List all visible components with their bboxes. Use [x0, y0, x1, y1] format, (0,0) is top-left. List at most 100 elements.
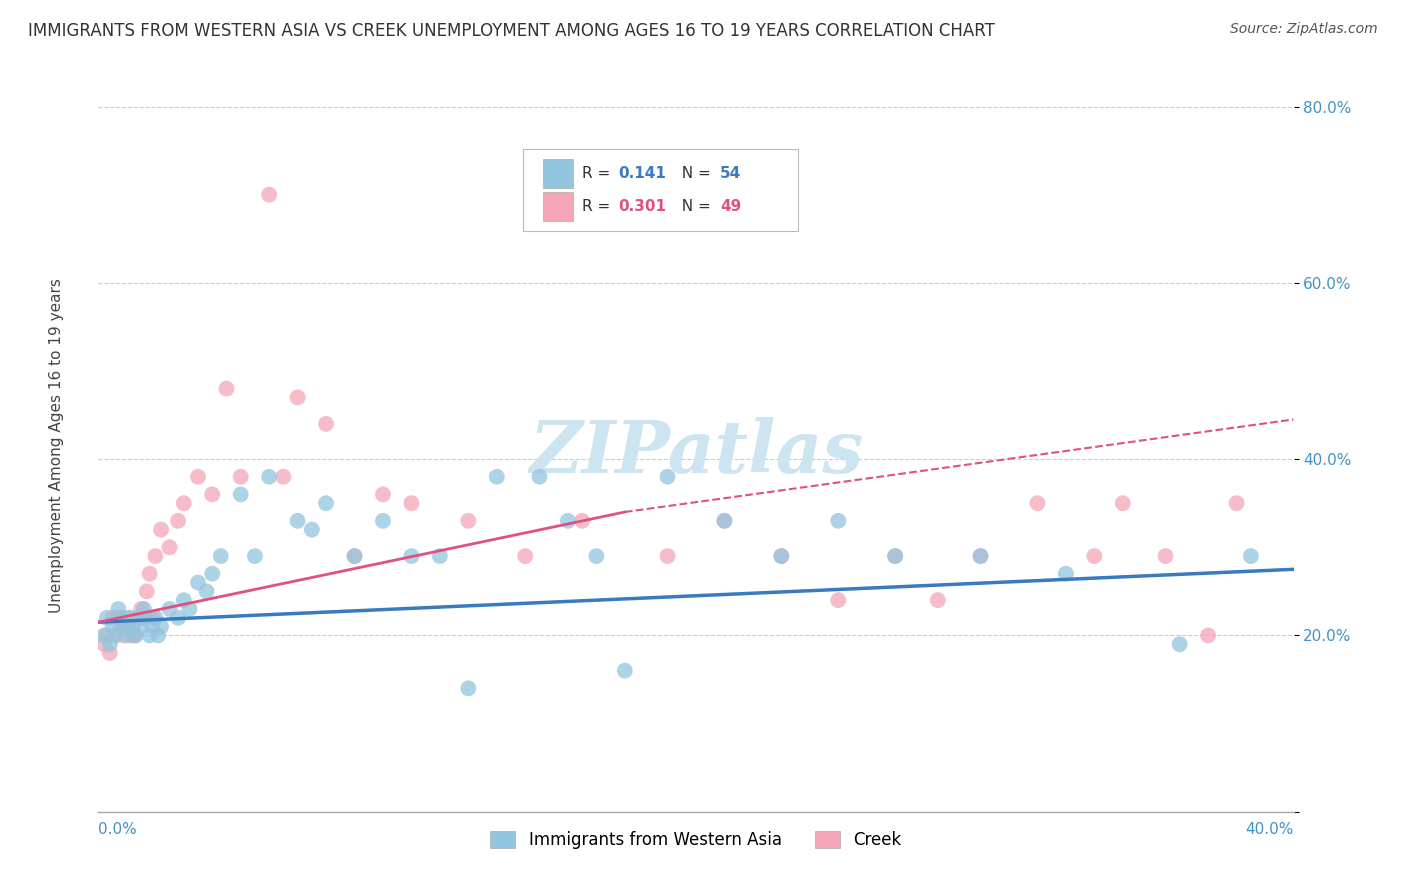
Point — [110, 619, 132, 633]
Point — [315, 496, 337, 510]
Point — [485, 469, 508, 483]
Point — [135, 584, 157, 599]
Point — [173, 593, 195, 607]
Point — [107, 611, 129, 625]
Text: Source: ZipAtlas.com: Source: ZipAtlas.com — [1230, 22, 1378, 37]
Point — [301, 523, 323, 537]
Point — [132, 602, 155, 616]
Point — [187, 469, 209, 483]
Point — [159, 541, 181, 555]
Point — [101, 611, 124, 625]
Point — [141, 611, 163, 625]
Point — [167, 611, 190, 625]
Point — [827, 514, 849, 528]
Point — [138, 628, 160, 642]
Point — [143, 611, 166, 625]
Point — [287, 391, 309, 405]
Legend: Immigrants from Western Asia, Creek: Immigrants from Western Asia, Creek — [484, 824, 908, 855]
Text: 49: 49 — [720, 199, 741, 214]
Point — [115, 628, 138, 642]
Point — [93, 628, 115, 642]
Point — [713, 514, 735, 528]
Point — [713, 514, 735, 528]
Point — [135, 611, 157, 625]
Point — [98, 646, 121, 660]
Point — [770, 549, 793, 563]
Point — [1026, 496, 1049, 510]
Text: 0.141: 0.141 — [619, 166, 666, 181]
Point — [118, 611, 141, 625]
Point — [115, 619, 138, 633]
Point — [118, 611, 141, 625]
Point — [101, 619, 124, 633]
Point — [315, 417, 337, 431]
Point — [127, 611, 149, 625]
Point — [287, 514, 309, 528]
Point — [173, 496, 195, 510]
Text: 0.301: 0.301 — [619, 199, 666, 214]
Point — [585, 549, 607, 563]
Point — [969, 549, 991, 563]
Point — [195, 584, 218, 599]
Point — [1154, 549, 1177, 563]
Point — [112, 628, 135, 642]
Text: N =: N = — [672, 199, 716, 214]
Point — [429, 549, 451, 563]
Point — [229, 487, 252, 501]
Point — [827, 593, 849, 607]
Point — [515, 549, 537, 563]
FancyBboxPatch shape — [543, 192, 572, 220]
Point — [187, 575, 209, 590]
Point — [209, 549, 232, 563]
Text: 0.0%: 0.0% — [98, 822, 138, 838]
Point — [557, 514, 579, 528]
Point — [141, 619, 163, 633]
Point — [93, 637, 115, 651]
Point — [343, 549, 366, 563]
Point — [1197, 628, 1219, 642]
FancyBboxPatch shape — [523, 149, 797, 231]
Point — [167, 514, 190, 528]
Text: IMMIGRANTS FROM WESTERN ASIA VS CREEK UNEMPLOYMENT AMONG AGES 16 TO 19 YEARS COR: IMMIGRANTS FROM WESTERN ASIA VS CREEK UN… — [28, 22, 995, 40]
Point — [215, 382, 238, 396]
Point — [257, 187, 280, 202]
Text: ZIPatlas: ZIPatlas — [529, 417, 863, 488]
Point — [96, 628, 118, 642]
Point — [104, 628, 127, 642]
Point — [150, 523, 173, 537]
Point — [98, 637, 121, 651]
Point — [110, 611, 132, 625]
Point — [1240, 549, 1263, 563]
Point — [138, 566, 160, 581]
Point — [124, 628, 146, 642]
Point — [129, 602, 152, 616]
Point — [150, 619, 173, 633]
Text: 54: 54 — [720, 166, 741, 181]
Point — [613, 664, 636, 678]
Text: R =: R = — [582, 199, 616, 214]
Text: N =: N = — [672, 166, 716, 181]
Point — [657, 549, 679, 563]
Point — [371, 487, 394, 501]
Point — [969, 549, 991, 563]
Point — [401, 496, 423, 510]
Text: R =: R = — [582, 166, 616, 181]
Point — [104, 628, 127, 642]
Point — [1168, 637, 1191, 651]
Point — [884, 549, 907, 563]
Point — [927, 593, 949, 607]
Point — [884, 549, 907, 563]
Point — [1054, 566, 1077, 581]
Point — [371, 514, 394, 528]
FancyBboxPatch shape — [543, 159, 572, 187]
Point — [770, 549, 793, 563]
Point — [201, 487, 224, 501]
Point — [243, 549, 266, 563]
Point — [529, 469, 551, 483]
Point — [343, 549, 366, 563]
Point — [1083, 549, 1105, 563]
Point — [457, 514, 479, 528]
Point — [96, 611, 118, 625]
Point — [1112, 496, 1135, 510]
Point — [129, 619, 152, 633]
